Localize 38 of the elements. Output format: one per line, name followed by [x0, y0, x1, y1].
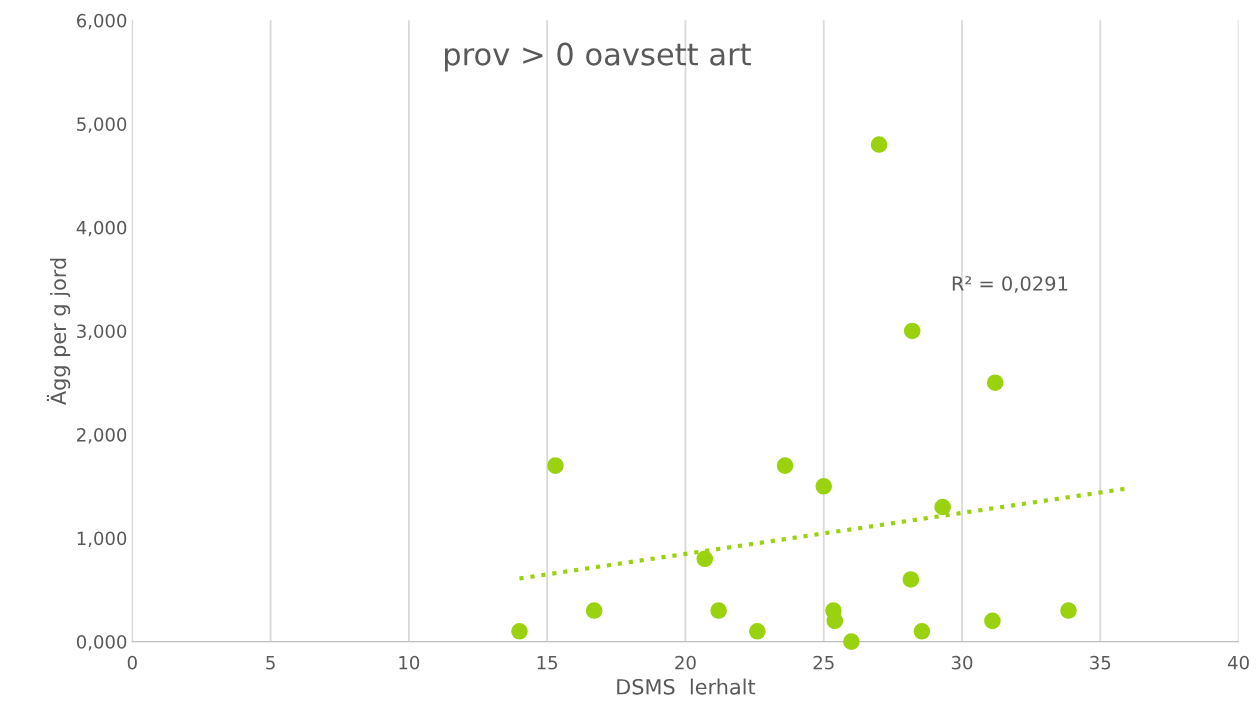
- x-axis-title: DSMS lerhalt: [617, 678, 756, 695]
- point: [984, 612, 1001, 630]
- point: [934, 498, 951, 516]
- x-tick-label: 15: [537, 656, 558, 670]
- point: [710, 602, 727, 619]
- point: [511, 622, 528, 640]
- text: prov > 0 oavsett art: [445, 42, 751, 72]
- x-tick-label: 30: [951, 655, 973, 670]
- y-axis-title: Ägg per g jord: [46, 258, 71, 405]
- x-tick-label: 5: [266, 656, 275, 670]
- point: [749, 622, 766, 640]
- y-tick-label: 2,000: [77, 427, 127, 444]
- x-tick-label: 20: [675, 655, 696, 670]
- annotation: R² = 0,0291: [952, 276, 1068, 293]
- y-tick-label: 1,000: [77, 531, 127, 548]
- x-tick-label: 25: [813, 655, 834, 670]
- point: [696, 550, 714, 568]
- point: [776, 457, 794, 474]
- point: [902, 571, 920, 588]
- x-tick-label: 40: [1227, 655, 1249, 670]
- point: [903, 322, 921, 340]
- point: [547, 457, 564, 474]
- point: [870, 136, 888, 153]
- y-tick-label: 0,000: [76, 635, 127, 651]
- point: [1060, 602, 1077, 619]
- x-tick-label: 35: [1090, 655, 1111, 670]
- y-tick-label: 6,000: [77, 13, 127, 30]
- x-tick-label: 10: [399, 655, 420, 670]
- point: [585, 602, 603, 619]
- point: [843, 633, 860, 650]
- point: [986, 374, 1004, 392]
- y-tick-label: 3,000: [77, 324, 127, 340]
- y-tick-label: 5,000: [77, 117, 127, 133]
- point: [815, 477, 833, 495]
- point: [913, 622, 931, 640]
- point: [826, 612, 844, 630]
- y-tick-label: 4,000: [76, 220, 127, 237]
- x-tick-label: 0: [127, 655, 137, 670]
